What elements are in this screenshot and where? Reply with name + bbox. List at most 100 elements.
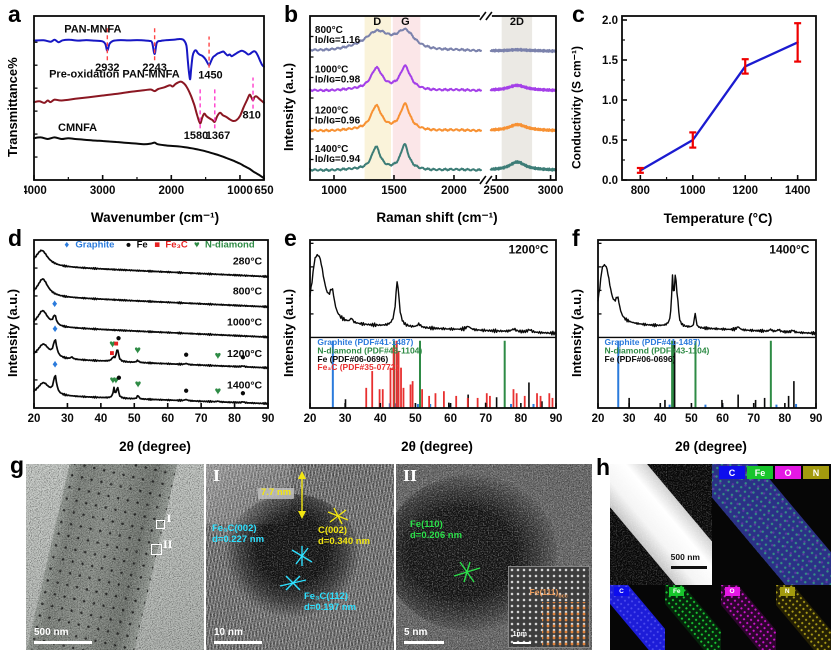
panel-letter-c: c [572,1,585,27]
panel-letter-f: f [572,225,580,251]
svg-text:♥: ♥ [113,374,120,386]
svg-text:80: 80 [778,413,791,425]
svg-text:2000: 2000 [159,185,185,197]
svg-text:♥: ♥ [110,375,117,387]
svg-text:■: ■ [109,348,114,357]
svg-text:●: ● [116,373,122,384]
svg-text:N-diamond: N-diamond [205,240,255,251]
svg-text:♦: ♦ [52,298,58,310]
panel-letter-b: b [284,1,299,27]
eds-map-grid: 500 nm C Fe O N C Fe [610,464,831,650]
svg-text:80: 80 [514,413,527,425]
svg-text:CMNFA: CMNFA [58,122,97,134]
svg-text:1200°C: 1200°C [508,242,548,256]
eds-composite-map: C Fe O N [711,464,831,585]
svg-text:60: 60 [444,413,457,425]
axis-label-x-a: Wavenumber (cm⁻¹) [90,210,220,225]
svg-text:♥: ♥ [109,339,116,351]
svg-text:40: 40 [654,413,667,425]
svg-text:800°C: 800°C [233,286,263,298]
plot-e-xrd: 20 30 40 50 60 70 80 90 1200°C Graphite (PDF#41-1… [304,239,562,425]
tem-low-mag-image: I II 500 nm [26,464,204,650]
plot-d-xrd: ♦♦♦♥■■●♥ ● ♥ ●♥♥●♥● ♥ ●20 30 40 50 60 70 80 90♦ Graph… [28,239,275,425]
legend-chip-Fe: Fe [746,466,773,479]
svg-text:●: ● [116,333,122,344]
roi-box-II [150,543,162,555]
svg-text:1.5: 1.5 [602,55,619,67]
svg-text:■: ■ [154,240,160,251]
svg-text:80: 80 [228,413,241,425]
svg-text:50: 50 [685,413,698,425]
svg-text:2500: 2500 [483,185,509,197]
scale-bar-5nm: 5 nm [404,622,444,644]
svg-text:800: 800 [631,185,650,197]
svg-text:2000: 2000 [441,185,467,197]
svg-text:20: 20 [304,413,317,425]
svg-text:1367: 1367 [206,130,230,142]
fe-110-annotation: Fe(110) d=0.206 nm [410,519,463,541]
svg-text:1400°C: 1400°C [769,242,809,256]
region-tag-I: I [213,467,221,485]
svg-text:650: 650 [254,185,273,197]
region-tag-II: II [403,467,418,485]
svg-text:♥: ♥ [135,379,142,391]
svg-text:Graphite (PDF#41-1487): Graphite (PDF#41-1487) [317,337,413,347]
svg-text:0.0: 0.0 [602,175,618,187]
panel-letter-d: d [8,225,23,251]
panel-a-ftir: a Transmittance% 4000 3000 2000 1000 650 PAN-… [5,1,278,226]
svg-text:1400°C: 1400°C [227,380,263,392]
svg-text:1200°C: 1200°C [315,106,348,117]
roi-label-I: I [166,514,172,526]
legend-chip-O: O [774,466,801,479]
svg-text:0.5: 0.5 [602,135,619,147]
svg-text:Graphite (PDF#41-1487): Graphite (PDF#41-1487) [605,337,701,347]
legend-chip-C: C [718,466,745,479]
scale-bar-500nm: 500 nm [34,622,92,644]
legend-chip-N: N [802,466,829,479]
panel-d-xrd-series: d Intensity (a.u.) ♦ ♦ ♦ ♥ ■ ■ ● ♥ ● ♥ ● ♥ ♥ ● ♥ ● ♥ ● 20 3… [5,225,278,454]
axis-label-x-d: 2θ (degree) [119,439,191,454]
fiber-shape [711,464,831,585]
panel-c-conductivity: c Conductivity (S cm⁻¹) 800 1000 1200 1400 0… [570,1,826,226]
svg-text:1000°C: 1000°C [315,65,348,76]
svg-text:1450: 1450 [198,69,222,81]
svg-text:1000°C: 1000°C [227,317,263,329]
axis-label-x-c: Temperature (°C) [663,211,773,226]
svg-text:1500: 1500 [381,185,407,197]
svg-text:N-diamond (PDF#43-1104): N-diamond (PDF#43-1104) [317,345,422,355]
roi-box-I [155,519,165,529]
map-chip-Fe: Fe [669,586,685,596]
svg-text:4000: 4000 [24,185,47,197]
scale-bar-1nm: 1nm [512,623,531,644]
svg-text:30: 30 [339,413,352,425]
stem-image: 500 nm [610,464,712,585]
svg-text:50: 50 [128,413,141,425]
svg-text:90: 90 [262,413,275,425]
tem-image-row: I II 500 nm [26,464,592,650]
svg-text:60: 60 [716,413,729,425]
scale-bar-500nm: 500 nm [670,547,707,569]
svg-text:Iᴅ/Iɢ=0.96: Iᴅ/Iɢ=0.96 [315,115,361,126]
atomic-resolution-inset: Fe(111)bcc 1nm [507,566,590,648]
panel-e-xrd-1200: e Intensity (a.u.) 20 30 40 50 60 70 80 90 1200°… [281,225,566,454]
fe-111-annotation: Fe(111)bcc [529,586,568,600]
svg-text:3000: 3000 [90,185,116,197]
svg-text:G: G [401,16,410,28]
thickness-annotation: 7.7 nm [258,487,295,499]
svg-text:30: 30 [623,413,636,425]
fe3c-112-annotation: Fe₃C(112) d=0.197 nm [304,591,357,613]
axis-label-x-b: Raman shift (cm⁻¹) [376,210,498,225]
axis-label-y-e: Intensity (a.u.) [281,288,296,378]
plot-b-raman: 1000 1500 2000 2500 3000 800°CIᴅ/Iɢ=1.16 1000°… [309,11,563,197]
svg-text:2932: 2932 [95,62,119,74]
svg-text:D: D [373,16,381,28]
c-002-annotation: C(002) d=0.340 nm [318,525,371,547]
svg-text:1.0: 1.0 [602,95,618,107]
svg-text:♥: ♥ [194,240,200,251]
plot-c-conductivity: 800 1000 1200 1400 0.0 0.5 1.0 1.5 2.0 [602,15,817,197]
svg-text:Iᴅ/Iɢ=0.98: Iᴅ/Iɢ=0.98 [315,74,361,85]
axis-label-x-e: 2θ (degree) [401,439,473,454]
svg-text:Iᴅ/Iɢ=0.94: Iᴅ/Iɢ=0.94 [315,154,361,165]
svg-text:●: ● [126,240,132,251]
